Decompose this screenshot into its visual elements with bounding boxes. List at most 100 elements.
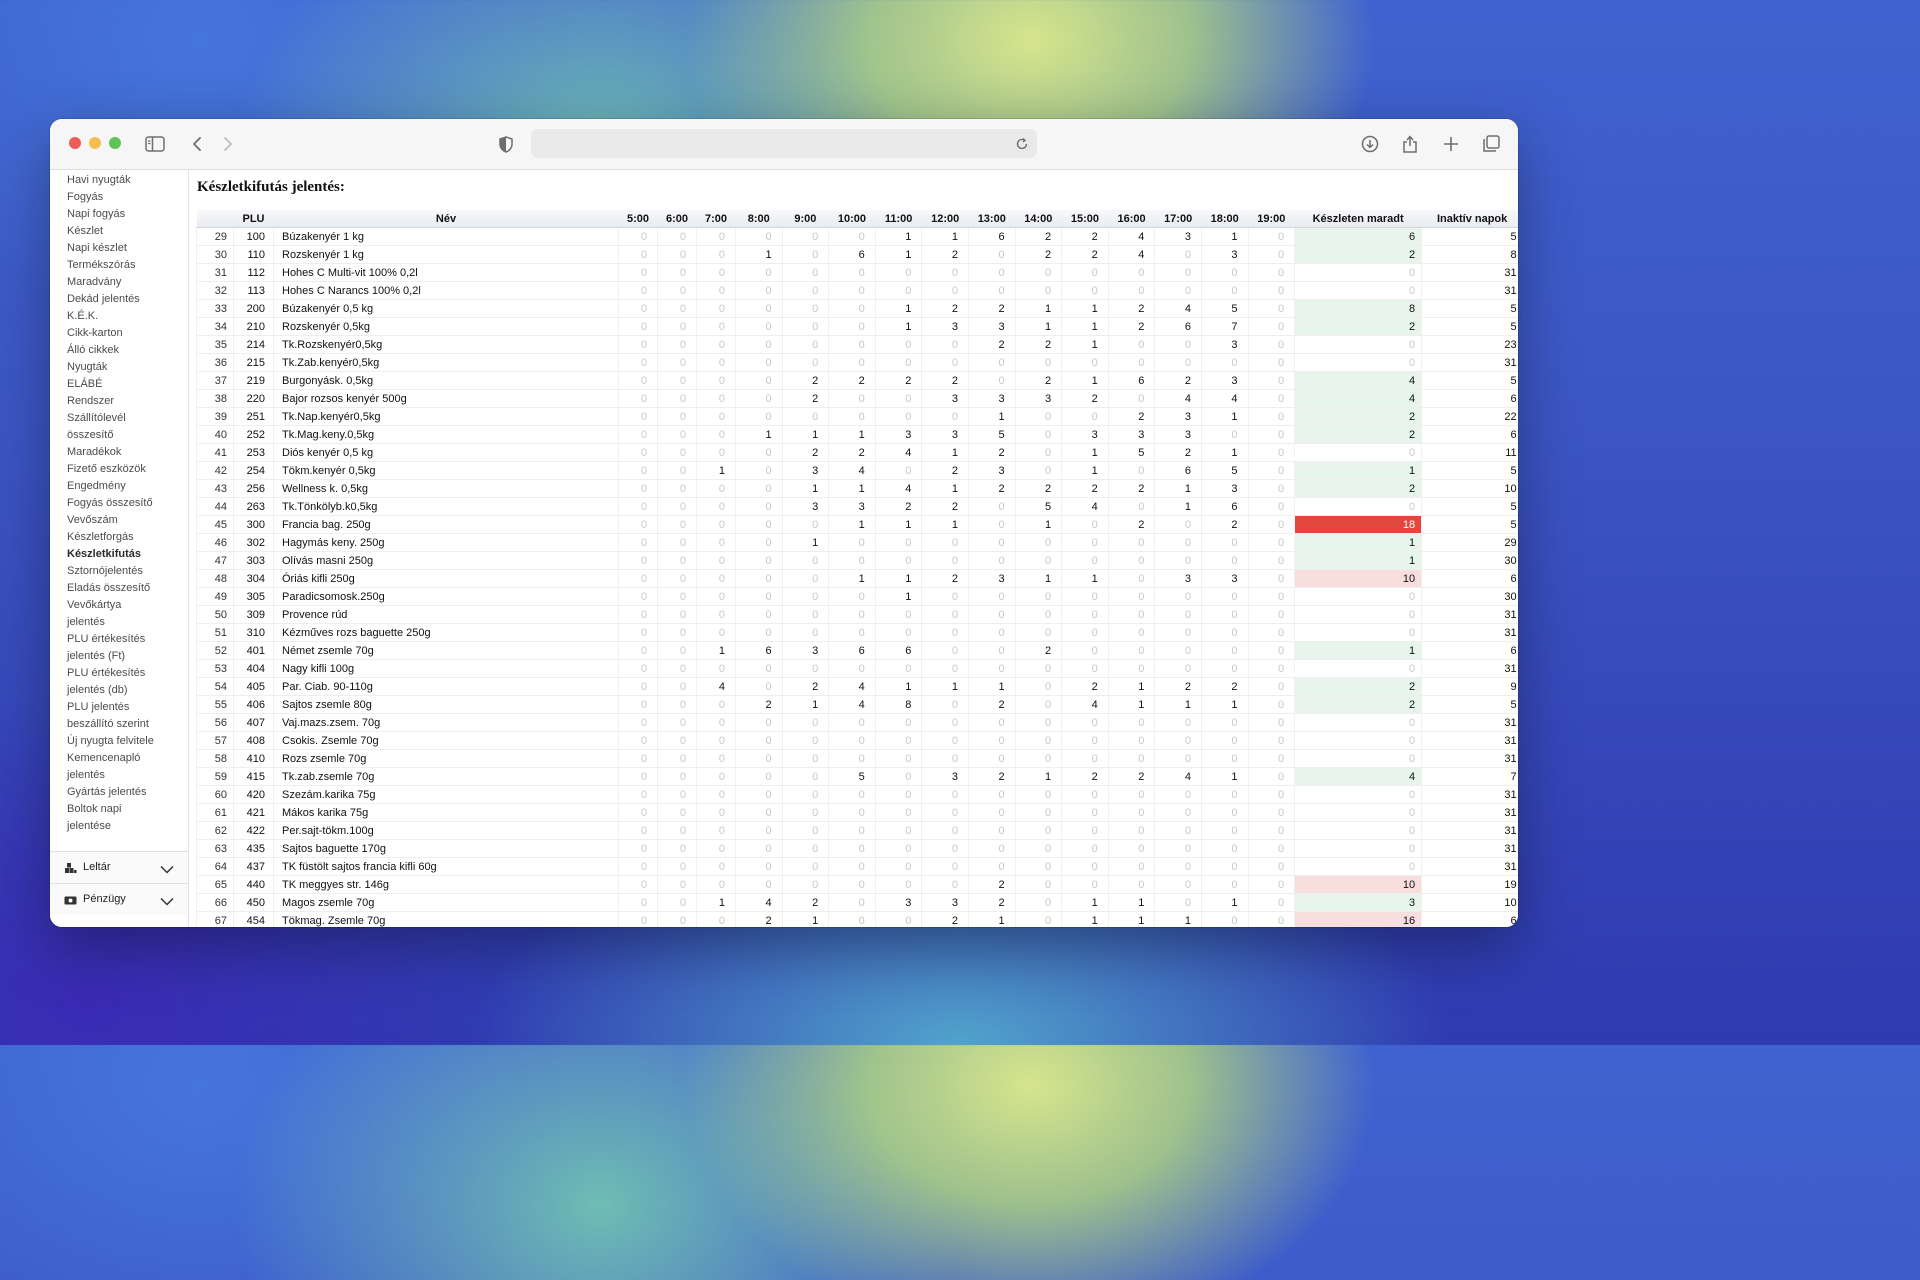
back-icon[interactable]: [185, 132, 209, 156]
hour-sales-cell: 2: [781, 677, 829, 696]
sidebar-item[interactable]: beszállító szerint: [67, 718, 149, 730]
sidebar-item[interactable]: Maradékok: [67, 446, 122, 458]
row-number: 45: [196, 515, 234, 534]
close-window-button[interactable]: [69, 137, 81, 149]
sidebar-item[interactable]: ELÁBÉ: [67, 378, 103, 390]
sidebar-item[interactable]: Kemencenapló: [67, 752, 141, 764]
hour-sales-cell: 2: [828, 371, 876, 390]
sidebar-item[interactable]: jelentés: [67, 769, 105, 781]
hour-sales-cell: 0: [967, 641, 1016, 660]
penzugy-section-toggle[interactable]: Pénzügy: [50, 883, 188, 915]
sidebar-item[interactable]: Vevőszám: [67, 514, 118, 526]
sidebar-item[interactable]: K.É.K.: [67, 310, 99, 322]
sidebar-item[interactable]: Szállítólevél: [67, 412, 126, 424]
product-name-cell: Paradicsomosk.250g: [273, 587, 619, 606]
sidebar-toggle-icon[interactable]: [143, 132, 167, 156]
hour-sales-cell: 0: [1200, 281, 1249, 300]
sidebar-item[interactable]: Cikk-karton: [67, 327, 123, 339]
hour-sales-cell: 0: [1154, 641, 1202, 660]
plu-cell: 309: [233, 605, 274, 624]
leltar-section-toggle[interactable]: Leltár: [50, 851, 188, 883]
sidebar-item[interactable]: Gyártás jelentés: [67, 786, 147, 798]
inactive-days-cell: 29: [1421, 533, 1518, 552]
sidebar-item[interactable]: Boltok napi: [67, 803, 122, 815]
sidebar-item[interactable]: Termékszórás: [67, 259, 136, 271]
sidebar-item[interactable]: Havi nyugták: [67, 174, 131, 186]
sidebar-item[interactable]: Napi készlet: [67, 242, 127, 254]
forward-icon[interactable]: [216, 132, 240, 156]
row-number: 47: [196, 551, 234, 570]
zoom-window-button[interactable]: [109, 137, 121, 149]
row-number: 51: [196, 623, 234, 642]
hour-sales-cell: 0: [921, 695, 969, 714]
sidebar-item[interactable]: Eladás összesítő: [67, 582, 151, 594]
shield-icon[interactable]: [494, 132, 518, 156]
tabs-overview-icon[interactable]: [1479, 132, 1503, 156]
hour-sales-cell: 4: [735, 893, 783, 912]
share-icon[interactable]: [1398, 132, 1422, 156]
stock-remaining-cell: 4: [1294, 371, 1422, 390]
hour-sales-cell: 0: [657, 587, 697, 606]
sidebar-item[interactable]: Sztornójelentés: [67, 565, 143, 577]
hour-sales-cell: 0: [874, 623, 922, 642]
hour-sales-cell: 0: [1247, 371, 1295, 390]
sidebar-item[interactable]: jelentés: [67, 616, 105, 628]
sidebar-item[interactable]: Készletforgás: [67, 531, 134, 543]
hour-sales-cell: 0: [735, 479, 783, 498]
hour-sales-cell: 0: [696, 713, 736, 732]
hour-sales-cell: 0: [921, 533, 969, 552]
sidebar-item[interactable]: Vevőkártya: [67, 599, 122, 611]
row-number: 31: [196, 263, 234, 282]
table-row: 65 440 TK meggyes str. 146g 0 0 0 0 0 0 0 0 2 0 0 0 0 0 0…: [196, 875, 1518, 894]
inactive-days-cell: 10: [1421, 479, 1518, 498]
minimize-window-button[interactable]: [89, 137, 101, 149]
sidebar-item[interactable]: összesítő: [67, 429, 114, 441]
address-bar[interactable]: [531, 129, 1037, 158]
sidebar-item[interactable]: Fogyás: [67, 191, 104, 203]
hour-sales-cell: 0: [967, 659, 1016, 678]
hour-sales-cell: 0: [1154, 713, 1202, 732]
hour-sales-cell: 1: [781, 479, 829, 498]
sidebar-item[interactable]: Nyugták: [67, 361, 108, 373]
sidebar-item[interactable]: jelentés (db): [67, 684, 128, 696]
hour-sales-cell: 3: [781, 497, 829, 516]
sidebar-item[interactable]: Maradvány: [67, 276, 122, 288]
hour-sales-cell: 0: [1061, 821, 1109, 840]
sidebar-item[interactable]: Álló cikkek: [67, 344, 119, 356]
hour-sales-cell: 0: [1247, 551, 1295, 570]
sidebar-item[interactable]: jelentése: [67, 820, 112, 832]
hour-sales-cell: 0: [1107, 731, 1155, 750]
sidebar-item[interactable]: PLU jelentés: [67, 701, 130, 713]
sidebar-item[interactable]: Fogyás összesítő: [67, 497, 153, 509]
sidebar-item[interactable]: Engedmény: [67, 480, 126, 492]
hour-sales-cell: 0: [1107, 389, 1155, 408]
sidebar-item[interactable]: Rendszer: [67, 395, 115, 407]
sidebar-item[interactable]: jelentés (Ft): [67, 650, 126, 662]
sidebar-item[interactable]: Készlet: [67, 225, 104, 237]
sidebar-item[interactable]: Készletkifutás: [67, 548, 141, 560]
sidebar-item[interactable]: Új nyugta felvitele: [67, 735, 154, 747]
download-icon[interactable]: [1358, 132, 1382, 156]
new-tab-icon[interactable]: [1439, 132, 1463, 156]
hour-sales-cell: 0: [1014, 677, 1062, 696]
row-number: 50: [196, 605, 234, 624]
hour-sales-cell: 0: [1107, 551, 1155, 570]
hour-sales-cell: 0: [781, 299, 829, 318]
hour-sales-cell: 1: [921, 677, 969, 696]
sidebar-item[interactable]: PLU értékesítés: [67, 633, 146, 645]
hour-sales-cell: 0: [735, 497, 783, 516]
sidebar-item[interactable]: Dekád jelentés: [67, 293, 140, 305]
hour-sales-cell: 0: [1014, 785, 1062, 804]
hour-sales-cell: 0: [1014, 695, 1062, 714]
hour-sales-cell: 2: [1014, 371, 1062, 390]
hour-sales-cell: 0: [618, 353, 658, 372]
hour-sales-cell: 1: [1154, 911, 1202, 927]
sidebar-item[interactable]: Napi fogyás: [67, 208, 126, 220]
reload-icon[interactable]: [1010, 132, 1034, 156]
sidebar-item[interactable]: PLU értékesítés: [67, 667, 146, 679]
sidebar-item[interactable]: Fizető eszközök: [67, 463, 146, 475]
hour-sales-cell: 0: [1247, 767, 1295, 786]
hour-sales-cell: 0: [1247, 659, 1295, 678]
stock-remaining-cell: 0: [1294, 659, 1422, 678]
hour-sales-cell: 1: [828, 425, 876, 444]
